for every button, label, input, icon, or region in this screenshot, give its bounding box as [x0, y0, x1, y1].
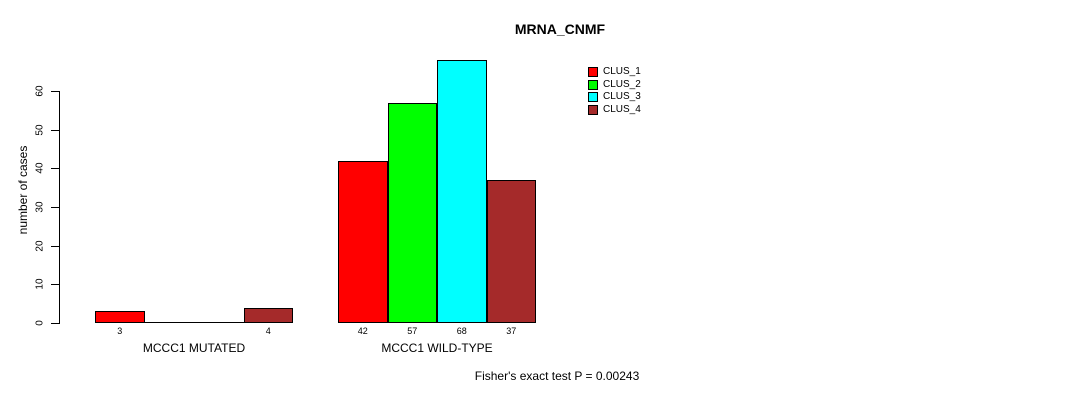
legend-swatch-icon	[588, 104, 598, 115]
legend-swatch-icon	[588, 67, 598, 78]
y-axis-tick-label: 60	[34, 85, 46, 97]
chart-title: MRNA_CNMF	[514, 21, 606, 37]
legend-label: CLUS_3	[603, 91, 641, 103]
y-axis-tick	[51, 91, 59, 92]
y-axis-tick-label: 10	[34, 278, 46, 290]
y-axis-tick	[51, 323, 59, 324]
legend: CLUS_1 CLUS_2 CLUS_3 CLUS_4	[588, 66, 641, 116]
legend-label: CLUS_2	[603, 78, 641, 90]
legend-row: CLUS_1	[588, 66, 641, 79]
bar	[486, 179, 536, 323]
bar-value-label: 4	[265, 326, 271, 336]
y-axis-tick	[51, 245, 59, 247]
legend-row: CLUS_4	[588, 104, 641, 117]
legend-row: CLUS_3	[588, 91, 641, 104]
legend-swatch-icon	[588, 92, 598, 103]
footnote: Fisher's exact test P = 0.00243	[474, 369, 640, 383]
y-axis-tick	[51, 129, 59, 131]
bar	[243, 307, 293, 323]
y-axis-tick-label: 20	[34, 240, 46, 252]
group-label: MCCC1 WILD-TYPE	[381, 341, 493, 355]
y-axis-tick	[51, 207, 59, 208]
y-axis-tick-label: 50	[34, 124, 46, 136]
y-axis-tick	[51, 168, 59, 170]
legend-label: CLUS_1	[603, 66, 641, 78]
bar	[338, 160, 388, 323]
legend-row: CLUS_2	[588, 79, 641, 92]
bar-value-label: 3	[117, 326, 123, 336]
y-axis-label: number of cases	[16, 145, 30, 235]
y-axis-tick	[51, 284, 59, 286]
bar	[387, 102, 437, 323]
bar	[95, 311, 145, 323]
y-axis-tick-label: 0	[34, 320, 46, 326]
y-axis-line	[59, 91, 60, 324]
bar-value-label: 37	[506, 326, 517, 336]
bar-value-label: 68	[456, 326, 467, 336]
group-label: MCCC1 MUTATED	[142, 341, 246, 355]
group-baseline	[95, 322, 293, 323]
bar	[437, 60, 487, 323]
legend-swatch-icon	[588, 79, 598, 90]
y-axis-tick-label: 30	[34, 201, 46, 213]
bar-value-label: 42	[357, 326, 368, 336]
bar-value-label: 57	[407, 326, 418, 336]
legend-label: CLUS_4	[603, 103, 641, 115]
y-axis-tick-label: 40	[34, 162, 46, 174]
